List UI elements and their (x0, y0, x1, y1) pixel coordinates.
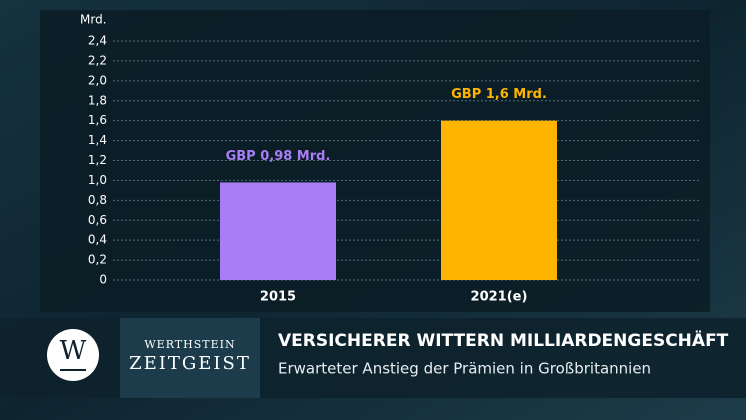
y-tick-label: 2,4 (88, 34, 107, 48)
brand-bottom: Zeitgeist (129, 353, 251, 374)
bar (220, 182, 336, 280)
y-tick-label: 2,0 (88, 73, 107, 87)
y-tick-label: 0,8 (88, 193, 107, 207)
x-tick-label: 2015 (260, 290, 296, 305)
y-tick-label: 2,2 (88, 53, 107, 67)
y-tick-label: 1,6 (88, 113, 107, 127)
logo-circle (47, 329, 99, 381)
headline: VERSICHERER WITTERN MILLIARDENGESCHÄFT (278, 329, 729, 351)
y-tick-label: 0 (99, 273, 107, 287)
logo-letter: W (60, 336, 87, 366)
subline: Erwarteter Anstieg der Prämien in Großbr… (278, 360, 651, 378)
y-tick-label: 1,4 (88, 133, 107, 147)
x-tick-label: 2021(e) (471, 290, 528, 305)
brand-box (120, 318, 260, 398)
value-label: GBP 0,98 Mrd. (226, 149, 331, 164)
footer-bar (0, 318, 746, 398)
brand-top: Werthstein (144, 338, 235, 351)
y-tick-label: 1,2 (88, 153, 107, 167)
y-tick-label: 0,6 (88, 213, 107, 227)
y-unit: Mrd. (80, 13, 107, 27)
y-tick-label: 0,4 (88, 233, 107, 247)
y-tick-label: 1,8 (88, 93, 107, 107)
y-tick-label: 1,0 (88, 173, 107, 187)
value-label: GBP 1,6 Mrd. (451, 87, 547, 102)
bar (441, 120, 557, 281)
y-tick-label: 0,2 (88, 253, 107, 267)
